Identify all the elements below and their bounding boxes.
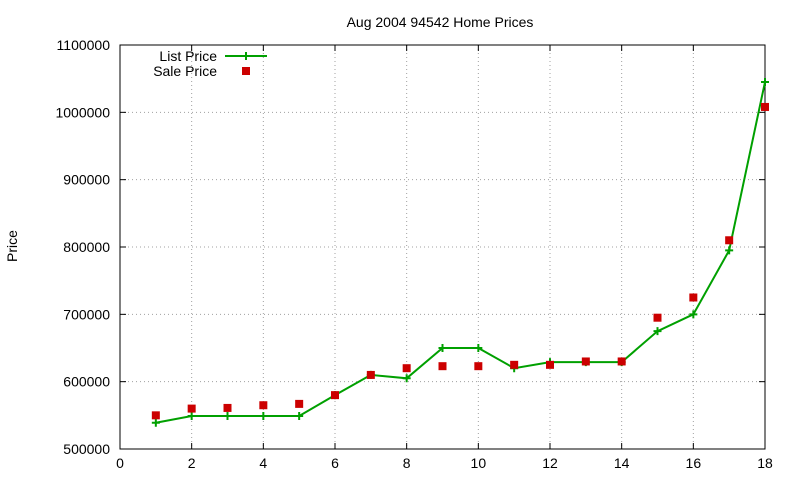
list-price-point <box>402 374 411 383</box>
sale-price-point <box>366 370 375 379</box>
list-price-point <box>295 412 304 421</box>
sale-price-point <box>725 236 734 245</box>
sale-price-point <box>259 401 268 410</box>
x-tick-label: 16 <box>686 455 702 471</box>
y-tick-label: 600000 <box>63 374 110 390</box>
y-tick-label: 1000000 <box>55 104 110 120</box>
sale-price-point <box>761 102 769 111</box>
y-tick-label: 500000 <box>63 441 110 457</box>
sale-price-point <box>546 360 554 369</box>
sale-price-point <box>510 360 519 369</box>
list-price-point <box>474 344 483 352</box>
y-axis-ticks: 500000 600000 700000 800000 900000 1000000 110… <box>55 37 765 457</box>
x-tick-label: 0 <box>116 455 124 471</box>
list-price-point <box>223 412 232 421</box>
x-tick-label: 8 <box>403 455 411 471</box>
sale-price-point <box>151 411 160 420</box>
list-price-point <box>187 412 196 421</box>
sale-price-point <box>331 391 339 400</box>
x-tick-label: 4 <box>259 455 267 471</box>
legend-label-sale-price: Sale Price <box>153 63 217 79</box>
list-price-point <box>761 78 769 87</box>
list-price-point <box>653 327 662 336</box>
sale-price-point <box>581 357 590 366</box>
sale-price-point <box>223 403 232 412</box>
x-tick-label: 6 <box>331 455 339 471</box>
x-tick-label: 10 <box>471 455 487 471</box>
y-axis-label: Price <box>4 230 20 262</box>
sale-price-point <box>187 404 196 413</box>
x-tick-label: 14 <box>614 455 630 471</box>
y-tick-label: 700000 <box>63 306 110 322</box>
x-tick-label: 12 <box>542 455 558 471</box>
legend-marker-sale-price <box>242 67 250 75</box>
sale-price-point <box>617 357 626 366</box>
sale-price-point <box>295 399 304 408</box>
sale-price-point <box>402 364 411 373</box>
chart-title: Aug 2004 94542 Home Prices <box>347 14 534 30</box>
sale-price-point <box>653 313 662 322</box>
grid-lines <box>120 45 765 449</box>
series-line-list-price <box>155 81 766 424</box>
y-tick-label: 1100000 <box>57 37 111 53</box>
list-price-point <box>438 344 447 352</box>
list-price-point <box>151 418 160 427</box>
list-price-point <box>689 310 698 319</box>
series-layer <box>151 78 769 427</box>
x-tick-label: 18 <box>757 455 773 471</box>
list-price-point <box>725 246 734 255</box>
sale-price-point <box>474 362 483 371</box>
sale-price-point <box>689 293 698 302</box>
y-tick-label: 900000 <box>63 172 110 188</box>
legend: List Price Sale Price <box>153 48 267 79</box>
sale-price-point <box>438 362 447 371</box>
legend-marker-list-price <box>242 52 250 60</box>
list-price-point <box>259 412 268 421</box>
x-axis-ticks: 0 2 4 6 8 10 12 14 16 18 <box>116 45 773 471</box>
y-tick-label: 800000 <box>63 239 110 255</box>
legend-label-list-price: List Price <box>159 48 217 64</box>
x-tick-label: 2 <box>188 455 196 471</box>
